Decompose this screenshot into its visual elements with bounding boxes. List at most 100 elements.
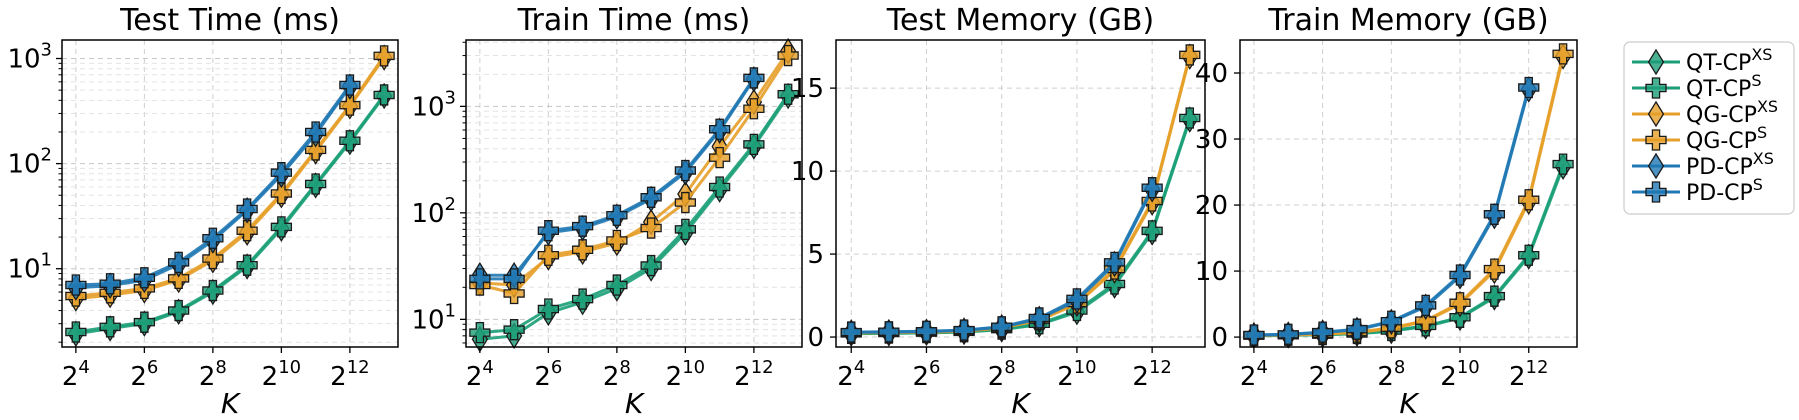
data-point xyxy=(270,216,293,238)
series-2 xyxy=(1243,153,1574,347)
x-tick-label: 24 xyxy=(466,357,494,392)
x-tick-label-base: 2 xyxy=(262,362,279,392)
data-point xyxy=(339,130,361,152)
legend-label-name: PD-CP xyxy=(1686,155,1753,180)
y-tick-label-base: 10 xyxy=(411,92,444,122)
y-tick-label: 15 xyxy=(791,74,824,104)
x-tick-label: 26 xyxy=(912,357,940,392)
y-tick-label-base: 10 xyxy=(411,305,444,335)
data-point xyxy=(1380,310,1402,332)
y-tick-label-exp: 3 xyxy=(445,87,456,108)
legend-label-name: QT-CP xyxy=(1686,77,1751,102)
x-tick-label-exp: 12 xyxy=(1526,357,1549,378)
y-tick-label: 101 xyxy=(411,300,456,335)
series-4 xyxy=(65,45,395,307)
data-point xyxy=(708,118,731,140)
data-point xyxy=(99,316,121,338)
series-6 xyxy=(469,67,765,290)
series-6 xyxy=(65,74,361,296)
chart-title: Train Memory (GB) xyxy=(1267,3,1548,38)
series-2 xyxy=(840,107,1201,345)
series-3 xyxy=(843,43,1198,347)
data-point xyxy=(1066,288,1088,310)
data-point xyxy=(65,321,87,343)
series-6 xyxy=(1243,76,1540,346)
data-point xyxy=(1483,285,1506,307)
data-point xyxy=(953,319,975,341)
y-tick-label: 20 xyxy=(1195,191,1228,221)
legend-label-sup: S xyxy=(1757,123,1767,142)
data-point xyxy=(270,162,293,184)
data-point xyxy=(878,321,900,343)
data-point xyxy=(1179,107,1201,129)
data-point xyxy=(1552,153,1574,175)
x-tick-label: 24 xyxy=(62,357,90,392)
x-tick-label: 28 xyxy=(199,357,227,392)
data-point xyxy=(236,220,258,242)
legend-label-sup: S xyxy=(1753,175,1763,194)
data-point xyxy=(65,274,87,296)
series-group xyxy=(840,43,1201,347)
data-point xyxy=(606,229,628,252)
x-tick-label: 28 xyxy=(1377,357,1405,392)
data-point xyxy=(373,45,395,67)
x-tick-label: 210 xyxy=(666,357,705,392)
legend-marker xyxy=(1645,77,1667,99)
data-point xyxy=(167,267,190,289)
series-4 xyxy=(840,44,1201,344)
data-point xyxy=(1243,324,1265,346)
x-tick-label: 212 xyxy=(1509,357,1548,392)
legend-label-name: QT-CP xyxy=(1686,51,1751,76)
y-tick-label-exp: 3 xyxy=(41,40,52,61)
x-tick-label-base: 2 xyxy=(199,362,216,392)
legend-marker xyxy=(1645,181,1667,203)
y-tick-label: 102 xyxy=(411,194,456,229)
x-tick-label-base: 2 xyxy=(837,362,854,392)
legend-label: PD-CPS xyxy=(1686,175,1763,206)
data-point xyxy=(1483,258,1506,280)
data-point xyxy=(571,215,594,237)
y-tick-label-exp: 2 xyxy=(41,145,52,166)
data-point xyxy=(915,320,938,342)
x-tick-label: 210 xyxy=(1440,357,1479,392)
y-tick-label: 30 xyxy=(1195,125,1228,155)
data-point xyxy=(537,220,560,242)
x-tick-label: 210 xyxy=(262,357,301,392)
y-tick-label: 102 xyxy=(7,145,52,180)
chart-title: Test Time (ms) xyxy=(119,3,340,38)
data-point xyxy=(777,44,799,67)
x-tick-label-exp: 4 xyxy=(78,357,89,378)
series-line xyxy=(479,50,790,287)
axes-frame xyxy=(835,39,1206,348)
legend-label-sup: S xyxy=(1751,71,1761,90)
y-tick-label: 5 xyxy=(807,240,824,270)
x-tick-label-exp: 10 xyxy=(278,357,301,378)
x-tick-label: 212 xyxy=(1132,357,1171,392)
series-line xyxy=(1253,53,1565,337)
y-tick-label: 101 xyxy=(7,250,52,285)
x-tick-label-base: 2 xyxy=(1509,362,1526,392)
legend-marker xyxy=(1647,152,1665,180)
x-tick-label-exp: 10 xyxy=(1457,357,1480,378)
x-tick-label-exp: 8 xyxy=(215,357,226,378)
data-point xyxy=(606,204,628,226)
data-point xyxy=(167,251,190,273)
y-tick-label: 10 xyxy=(1195,257,1228,287)
legend-label-name: QG-CP xyxy=(1686,129,1757,154)
data-point xyxy=(1346,318,1368,340)
data-point xyxy=(674,218,697,241)
x-tick-label-exp: 10 xyxy=(1074,357,1097,378)
series-group xyxy=(469,37,799,353)
legend-item-4: QG-CPS xyxy=(1632,123,1767,154)
series-line xyxy=(1253,163,1565,338)
x-tick-label-exp: 10 xyxy=(682,357,705,378)
x-axis-label: K xyxy=(221,387,242,420)
legend-label: QG-CPXS xyxy=(1686,97,1778,128)
data-point xyxy=(1028,307,1050,329)
x-tick-label-exp: 12 xyxy=(347,357,370,378)
series-line xyxy=(75,56,386,301)
data-point xyxy=(202,227,224,249)
